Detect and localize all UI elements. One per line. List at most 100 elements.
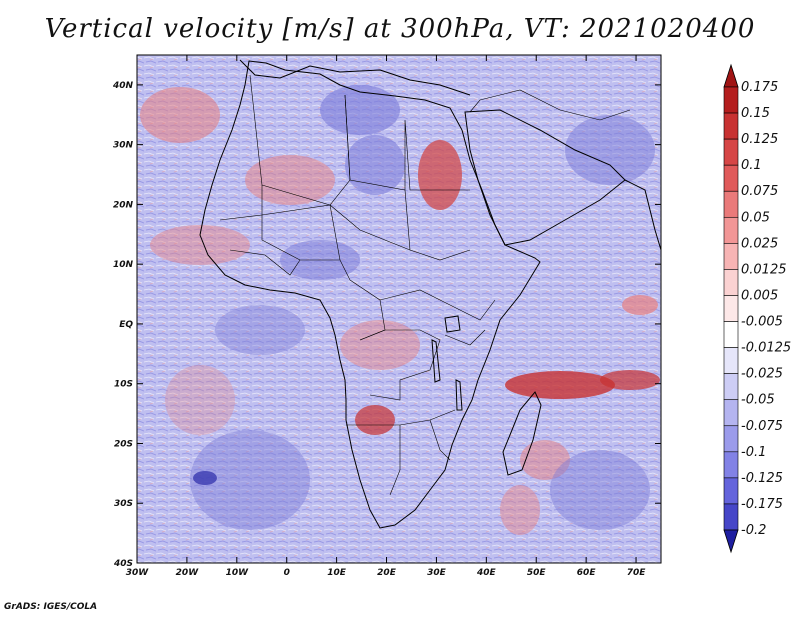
velocity-field <box>137 55 661 563</box>
lat-tick-label: 20S <box>114 439 133 449</box>
colorbar-swatch <box>723 477 739 505</box>
lon-tick-label: 70E <box>627 568 647 578</box>
lon-tick-label: 10E <box>327 568 347 578</box>
colorbar-level-label: 0.125 <box>741 132 778 147</box>
updraft-zones <box>140 87 660 535</box>
lon-tick-label: 30W <box>126 568 150 578</box>
lon-tick-label: 20W <box>176 568 200 578</box>
border-mali-niger <box>261 185 341 261</box>
border-libya-egypt <box>344 94 470 191</box>
colorbar-level-label: -0.2 <box>741 523 766 538</box>
colorbar-level-label: -0.125 <box>741 471 783 486</box>
updraft-sw-indian-ocean <box>505 371 615 399</box>
europe-coastline <box>239 59 471 96</box>
lon-tick-label: 20E <box>377 568 397 578</box>
colorbar-level-label: -0.1 <box>741 445 766 460</box>
colorbar-swatch <box>723 451 739 479</box>
border-drc <box>359 329 441 401</box>
lon-tick-label: 30E <box>427 568 447 578</box>
lat-tick-label: EQ <box>119 320 133 330</box>
updraft-s-atlantic <box>165 365 235 435</box>
africa-coastline <box>199 60 541 529</box>
lat-tick-label: 40S <box>113 559 133 569</box>
colorbar-level-label: -0.0125 <box>741 341 791 356</box>
colorbar-level-label: 0.0125 <box>741 262 787 277</box>
colorbar-bottom-extension <box>723 529 739 554</box>
lat-tick-group: 40N 30N 20N 10N EQ 10S 20S 30S 40S <box>112 81 661 569</box>
downdraft-s-indian <box>550 450 650 530</box>
downdraft-zones <box>190 85 655 530</box>
lon-tick-group: 30W 20W 10W 0 10E 20E 30E 40E 50E 60E 70E <box>126 55 646 578</box>
coastlines <box>199 59 661 529</box>
colorbar-level-label: 0.025 <box>741 236 778 251</box>
colorbar-swatch <box>723 86 739 114</box>
updraft-mozambique <box>520 440 570 480</box>
updraft-sahara <box>245 155 335 205</box>
colorbar-swatch <box>723 269 739 296</box>
map-frame <box>136 54 662 564</box>
border-sudan <box>404 189 471 261</box>
colorbar-swatch <box>723 216 739 244</box>
colorbar-swatch <box>723 321 739 348</box>
colorbar-level-label: 0.175 <box>741 80 778 95</box>
colorbar-swatch <box>723 399 739 427</box>
downdraft-mediterranean <box>320 85 400 135</box>
lon-tick-label: 0 <box>284 568 290 578</box>
madagascar-coastline <box>502 391 542 476</box>
colorbar-swatch <box>723 503 739 531</box>
colorbar-top-extension <box>723 63 739 88</box>
colorbar-level-label: -0.05 <box>741 393 775 408</box>
colorbar-level-label: 0.1 <box>741 158 762 173</box>
updraft-w-africa <box>150 225 250 265</box>
downdraft-arabia <box>565 115 655 185</box>
lon-tick-label: 50E <box>527 568 547 578</box>
colorbar-swatch <box>723 425 739 453</box>
colorbar-level-label: 0.15 <box>741 106 770 121</box>
updraft-red-sea <box>418 140 462 210</box>
lake-malawi <box>455 379 463 411</box>
updraft-e-indian-ocean <box>600 370 660 390</box>
colorbar-swatch <box>723 373 739 401</box>
colorbar: 0.175 0.15 0.125 0.1 0.075 0.05 0.025 0.0125 0.0… <box>723 63 791 554</box>
country-borders <box>219 74 631 496</box>
colorbar-level-label: -0.175 <box>741 497 783 512</box>
lat-tick-label: 40N <box>112 81 134 91</box>
lake-victoria <box>444 315 461 333</box>
lat-tick-label: 30S <box>114 499 133 509</box>
colorbar-level-label: 0.005 <box>741 288 778 303</box>
colorbar-level-label: 0.05 <box>741 210 770 225</box>
border-west-africa <box>229 249 351 281</box>
colorbar-swatch <box>723 112 739 140</box>
border-east-africa <box>444 299 496 346</box>
lat-tick-label: 20N <box>113 200 134 210</box>
lake-tanganyika <box>431 339 441 383</box>
updraft-s-indian <box>500 485 540 535</box>
lon-tick-label: 40E <box>476 568 497 578</box>
downdraft-gulf-guinea <box>215 305 305 355</box>
colorbar-swatch <box>723 295 739 322</box>
updraft-arabian-sea <box>622 295 658 315</box>
updraft-s-africa <box>355 405 395 435</box>
colorbar-swatch <box>723 138 739 166</box>
colorbar-swatch <box>723 347 739 374</box>
lon-tick-label: 60E <box>577 568 597 578</box>
border-middle-east <box>469 89 631 121</box>
lat-tick-label: 30N <box>113 141 134 151</box>
colorbar-level-label: -0.075 <box>741 419 783 434</box>
colorbar-swatch <box>723 164 739 192</box>
colorbar-swatch <box>723 190 739 218</box>
colorbar-level-label: -0.005 <box>741 315 783 330</box>
updraft-congo <box>340 320 420 370</box>
colorbar-level-label: 0.075 <box>741 184 778 199</box>
lon-tick-label: 10W <box>226 568 250 578</box>
lat-tick-label: 10N <box>113 260 134 270</box>
chart-title: Vertical velocity [m/s] at 300hPa, VT: 2… <box>44 14 756 44</box>
india-coastline <box>624 179 661 251</box>
downdraft-libya <box>345 135 405 195</box>
downdraft-st-helena <box>193 471 217 485</box>
grads-credit: GrADS: IGES/COLA <box>4 602 98 612</box>
downdraft-s-atlantic <box>190 430 310 530</box>
updraft-n-atlantic <box>140 87 220 143</box>
colorbar-swatch <box>723 243 739 270</box>
